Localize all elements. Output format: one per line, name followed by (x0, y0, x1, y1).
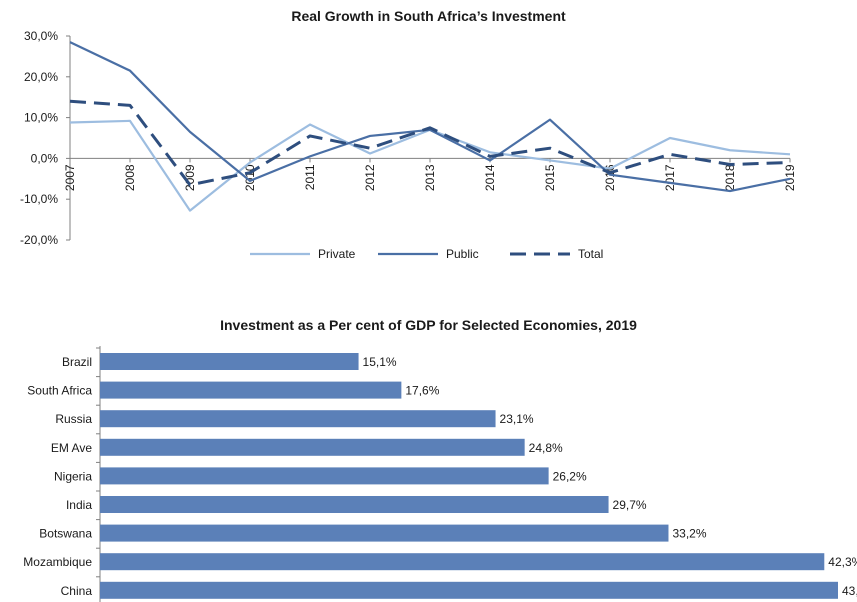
value-label: 15,1% (363, 355, 397, 369)
y-tick-label: 10,0% (24, 111, 58, 125)
y-tick-label: 30,0% (24, 29, 58, 43)
legend-label-private: Private (318, 247, 356, 261)
y-tick-label: 0,0% (31, 151, 59, 165)
x-tick-label: 2011 (303, 164, 317, 190)
category-label: EM Ave (51, 441, 92, 455)
bar-south-africa (100, 382, 401, 399)
value-label: 17,6% (405, 384, 439, 398)
bar-em-ave (100, 439, 525, 456)
bar-botswana (100, 525, 668, 542)
value-label: 43,1% (842, 584, 857, 598)
category-label: Brazil (62, 355, 92, 369)
bar-china (100, 582, 838, 599)
y-tick-label: -10,0% (20, 192, 58, 206)
legend-label-total: Total (578, 247, 603, 261)
value-label: 33,2% (672, 527, 706, 541)
x-tick-label: 2013 (423, 164, 437, 191)
category-label: China (61, 584, 93, 598)
value-label: 24,8% (529, 441, 563, 455)
value-label: 42,3% (828, 555, 857, 569)
value-label: 29,7% (613, 498, 647, 512)
x-tick-label: 2017 (663, 164, 677, 191)
category-label: India (66, 498, 92, 512)
line-chart: Real Growth in South Africa’s Investment… (0, 0, 857, 280)
line-chart-plot: 30,0% 20,0% 10,0% 0,0% -10,0% -20,0% 2007 2008 2… (0, 0, 857, 280)
bar-mozambique (100, 553, 824, 570)
x-tick-label: 2012 (363, 164, 377, 191)
x-tick-label: 2014 (483, 164, 497, 191)
category-label: Russia (55, 412, 92, 426)
bar-chart: Investment as a Per cent of GDP for Sele… (0, 280, 857, 602)
value-label: 26,2% (553, 469, 587, 483)
value-label: 23,1% (500, 412, 534, 426)
bar-nigeria (100, 467, 549, 484)
x-tick-label: 2019 (783, 164, 797, 191)
bar-chart-plot: Brazil 15,1% South Africa 17,6% Russia 23,1% E… (0, 280, 857, 602)
x-tick-label: 2007 (63, 164, 77, 191)
bar-russia (100, 410, 496, 427)
category-label: Mozambique (23, 555, 92, 569)
y-tick-label: 20,0% (24, 70, 58, 84)
category-label: South Africa (27, 384, 92, 398)
x-tick-label: 2015 (543, 164, 557, 191)
category-label: Nigeria (54, 469, 92, 483)
bar-brazil (100, 353, 359, 370)
category-label: Botswana (39, 527, 92, 541)
legend-label-public: Public (446, 247, 479, 261)
y-tick-label: -20,0% (20, 233, 58, 247)
x-tick-label: 2018 (723, 164, 737, 191)
bar-india (100, 496, 609, 513)
x-tick-label: 2008 (123, 164, 137, 191)
